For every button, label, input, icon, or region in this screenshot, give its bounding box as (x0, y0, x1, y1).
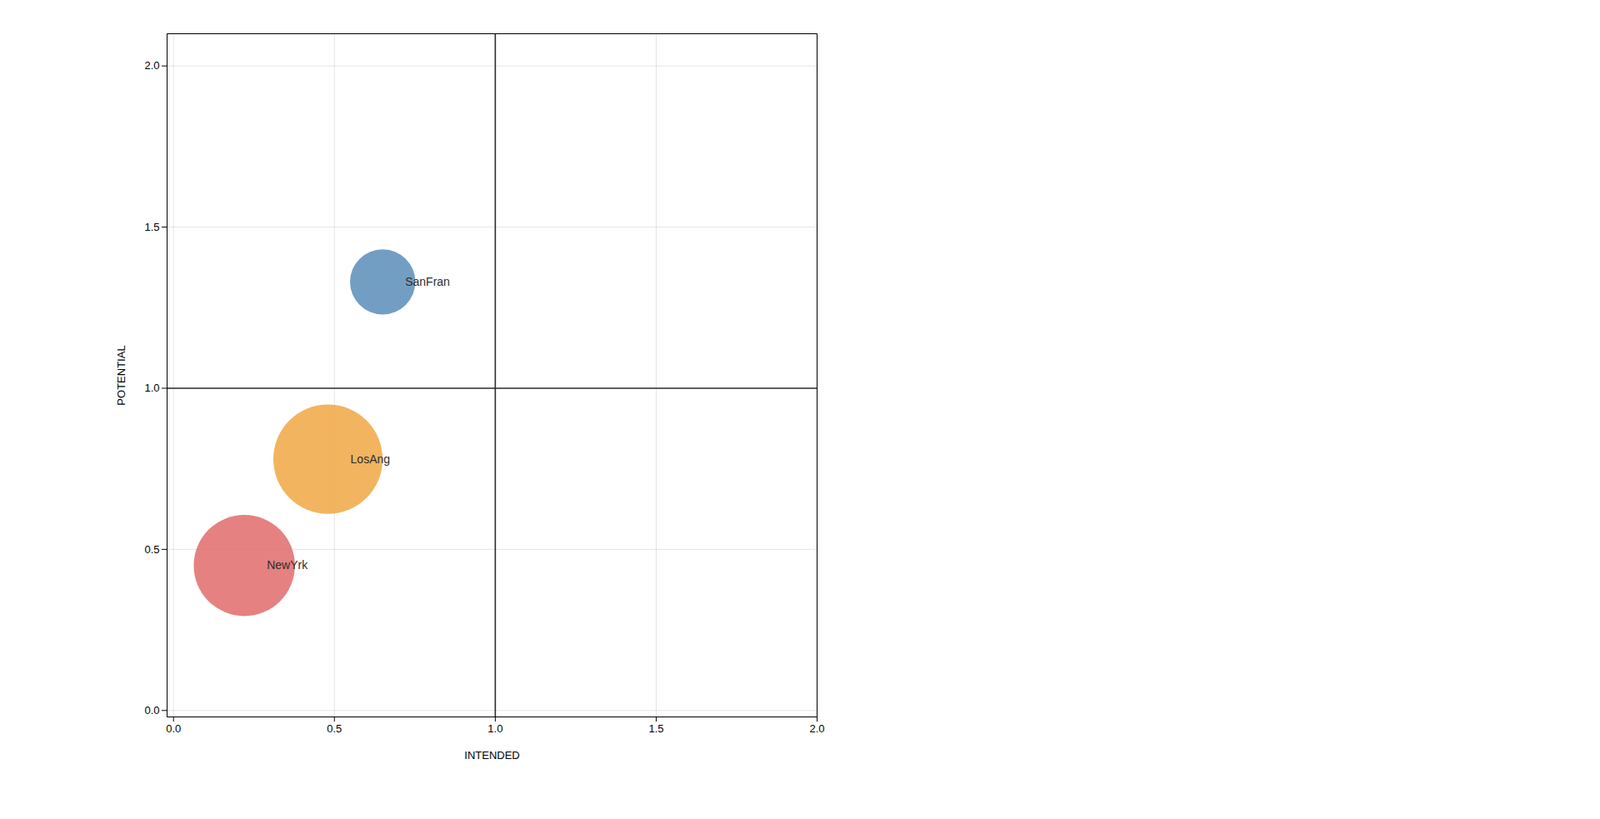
svg-text:0.5: 0.5 (326, 722, 342, 735)
svg-text:NewYrk: NewYrk (266, 558, 309, 572)
svg-text:0.0: 0.0 (165, 722, 181, 735)
svg-text:SanFran: SanFran (405, 275, 450, 289)
svg-text:0.0: 0.0 (144, 704, 160, 717)
svg-text:INTENDED: INTENDED (464, 749, 520, 762)
svg-text:1.5: 1.5 (144, 220, 160, 234)
svg-text:LosAng: LosAng (350, 452, 390, 466)
svg-text:1.0: 1.0 (487, 722, 503, 735)
svg-text:0.5: 0.5 (144, 543, 160, 556)
svg-text:2.0: 2.0 (144, 59, 160, 72)
svg-text:2.0: 2.0 (809, 722, 825, 735)
svg-text:1.0: 1.0 (144, 381, 160, 395)
svg-text:1.5: 1.5 (648, 722, 664, 735)
svg-text:POTENTIAL: POTENTIAL (115, 345, 128, 405)
